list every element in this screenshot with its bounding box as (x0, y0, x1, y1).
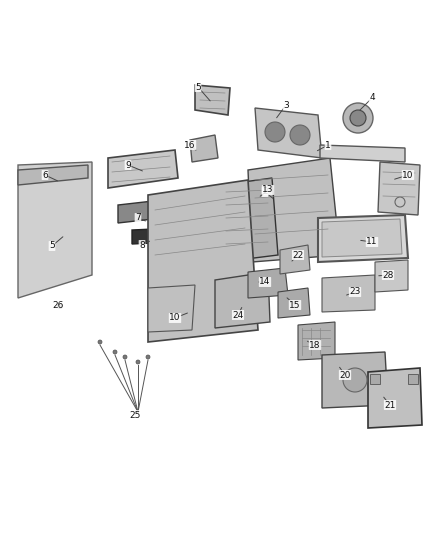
Polygon shape (378, 162, 420, 215)
Text: 7: 7 (135, 214, 141, 222)
Polygon shape (370, 374, 380, 384)
Circle shape (290, 125, 310, 145)
Circle shape (57, 303, 63, 309)
Text: 24: 24 (233, 311, 244, 319)
Text: 21: 21 (384, 400, 396, 409)
Text: 14: 14 (259, 278, 271, 287)
Polygon shape (132, 228, 175, 244)
Polygon shape (148, 180, 258, 342)
Text: 10: 10 (169, 313, 181, 322)
Circle shape (350, 110, 366, 126)
Polygon shape (375, 260, 408, 292)
Polygon shape (322, 352, 388, 408)
Text: 3: 3 (283, 101, 289, 109)
Text: 26: 26 (52, 301, 64, 310)
Circle shape (136, 360, 140, 364)
Polygon shape (248, 268, 288, 298)
Text: 5: 5 (49, 241, 55, 251)
Text: 28: 28 (382, 271, 394, 279)
Polygon shape (222, 178, 278, 262)
Polygon shape (298, 322, 335, 360)
Circle shape (98, 340, 102, 344)
Polygon shape (368, 368, 422, 428)
Text: 13: 13 (262, 185, 274, 195)
Text: 16: 16 (184, 141, 196, 149)
Polygon shape (215, 272, 270, 328)
Text: 4: 4 (369, 93, 375, 102)
Polygon shape (190, 135, 218, 162)
Circle shape (265, 122, 285, 142)
Polygon shape (408, 374, 418, 384)
Text: 15: 15 (289, 301, 301, 310)
Text: 23: 23 (350, 287, 360, 296)
Circle shape (113, 350, 117, 354)
Circle shape (343, 103, 373, 133)
Polygon shape (195, 85, 230, 115)
Text: 1: 1 (325, 141, 331, 149)
Polygon shape (18, 162, 92, 298)
Polygon shape (255, 108, 322, 158)
Polygon shape (248, 158, 340, 262)
Text: 25: 25 (129, 410, 141, 419)
Text: 22: 22 (293, 251, 304, 260)
Text: 5: 5 (195, 83, 201, 92)
Polygon shape (278, 288, 310, 318)
Text: 20: 20 (339, 370, 351, 379)
Polygon shape (322, 275, 375, 312)
Text: 6: 6 (42, 171, 48, 180)
Polygon shape (280, 245, 310, 274)
Text: 11: 11 (366, 238, 378, 246)
Text: 2: 2 (262, 188, 268, 197)
Text: 9: 9 (125, 160, 131, 169)
Polygon shape (18, 165, 88, 185)
Circle shape (123, 355, 127, 359)
Text: 18: 18 (309, 341, 321, 350)
Circle shape (146, 355, 150, 359)
Polygon shape (318, 215, 408, 262)
Text: 10: 10 (402, 171, 414, 180)
Polygon shape (320, 145, 405, 162)
Polygon shape (148, 285, 195, 332)
Circle shape (343, 368, 367, 392)
Text: 8: 8 (139, 240, 145, 249)
Polygon shape (322, 219, 402, 257)
Polygon shape (108, 150, 178, 188)
Polygon shape (118, 200, 162, 223)
